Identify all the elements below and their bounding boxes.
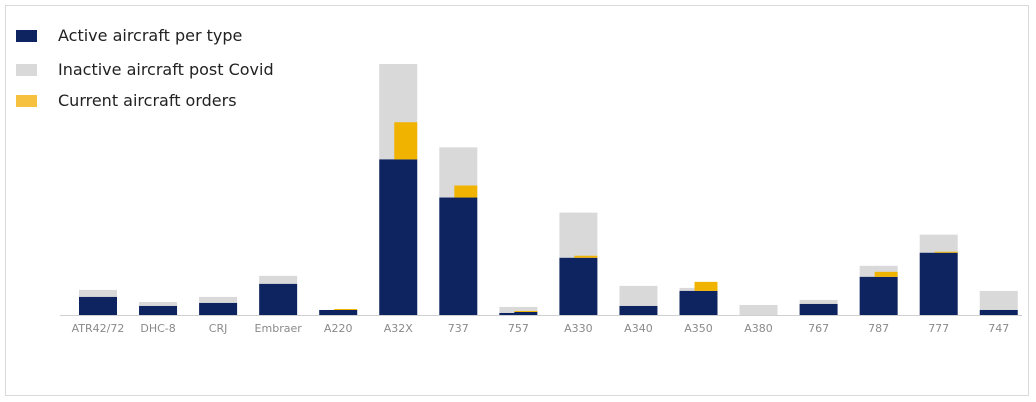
tick-label-a350: A350 (684, 322, 713, 335)
bar-orders-a350 (694, 281, 718, 291)
tick-label-crj: CRJ (209, 322, 228, 335)
bar-inactive-right-embraer (274, 275, 298, 284)
bar-active-right-787 (874, 276, 898, 315)
bar-inactive-right-787 (874, 265, 898, 277)
tick-label-a220: A220 (324, 322, 353, 335)
tick-label-dhc-8: DHC-8 (140, 322, 175, 335)
bar-inactive-right-737 (454, 147, 478, 198)
bar-active-right-dhc-8 (154, 305, 178, 315)
bar-active-a340 (619, 305, 635, 315)
bar-inactive-a380 (739, 304, 756, 315)
bar-active-right-767 (814, 303, 838, 315)
bar-active-atr42-72 (79, 296, 95, 315)
bar-inactive-right-crj (214, 296, 238, 303)
legend-label-active: Active aircraft per type (58, 26, 243, 45)
tick-label-747: 747 (988, 322, 1009, 335)
bar-inactive-787 (859, 265, 876, 277)
bar-active-737 (439, 197, 455, 315)
bar-active-right-embraer (274, 283, 298, 315)
bar-inactive-right-767 (814, 299, 838, 304)
bar-inactive-right-747 (994, 290, 1018, 310)
bar-inactive-767 (799, 299, 816, 304)
bar-active-767 (799, 303, 816, 315)
tick-label-777: 777 (928, 322, 949, 335)
bar-active-757 (499, 312, 515, 315)
bar-active-dhc-8 (139, 305, 155, 315)
bar-active-right-atr42-72 (94, 296, 117, 315)
legend-swatch-orders (16, 95, 37, 107)
bar-inactive-747 (979, 290, 996, 310)
bar-inactive-right-a330 (574, 212, 598, 258)
bar-inactive-right-a340 (634, 285, 658, 306)
bar-orders-737 (454, 185, 478, 198)
bar-active-right-737 (454, 197, 478, 315)
bar-inactive-757 (499, 306, 515, 313)
bar-active-right-a340 (634, 305, 658, 315)
bar-active-right-a350 (694, 290, 718, 315)
bar-inactive-dhc-8 (139, 301, 155, 306)
bar-active-a32x (379, 159, 395, 315)
bar-inactive-embraer (259, 275, 275, 284)
bar-inactive-right-757 (514, 306, 538, 313)
bar-active-right-747 (994, 309, 1018, 315)
tick-label-767: 767 (808, 322, 829, 335)
tick-label-757: 757 (508, 322, 529, 335)
bar-inactive-right-777 (934, 234, 958, 253)
bar-orders-777 (934, 251, 958, 253)
bar-active-right-777 (934, 252, 958, 315)
tick-label-a340: A340 (624, 322, 653, 335)
legend-label-inactive: Inactive aircraft post Covid (58, 60, 274, 79)
tick-label-atr42-72: ATR42/72 (72, 322, 125, 335)
bar-active-right-crj (214, 302, 238, 315)
bar-active-right-a32x (394, 159, 418, 315)
bar-inactive-right-dhc-8 (154, 301, 178, 306)
bar-active-embraer (259, 283, 275, 315)
bar-orders-a32x (394, 122, 418, 160)
bar-inactive-a340 (619, 285, 635, 306)
bar-orders-a330 (574, 255, 598, 258)
tick-label-787: 787 (868, 322, 889, 335)
bar-inactive-crj (199, 296, 215, 303)
bar-inactive-777 (919, 234, 936, 253)
bar-orders-757 (514, 310, 538, 312)
legend-label-orders: Current aircraft orders (58, 91, 237, 110)
bar-inactive-737 (439, 147, 455, 198)
bar-orders-787 (874, 271, 898, 277)
tick-label-a330: A330 (564, 322, 593, 335)
bar-active-a330 (559, 257, 575, 315)
bar-inactive-a32x (379, 64, 395, 160)
chart-frame (5, 5, 1029, 396)
bar-active-a350 (679, 290, 695, 315)
bar-active-787 (859, 276, 876, 315)
tick-label-embraer: Embraer (255, 322, 303, 335)
bar-active-right-a330 (574, 257, 598, 315)
bar-active-crj (199, 302, 215, 315)
bar-active-777 (919, 252, 936, 315)
bar-active-right-a220 (334, 309, 358, 315)
bar-orders-a220 (334, 308, 358, 310)
bar-active-a220 (319, 309, 335, 315)
bar-inactive-right-a380 (754, 304, 778, 315)
legend-swatch-active (16, 30, 37, 42)
bar-inactive-atr42-72 (79, 289, 95, 297)
tick-label-a380: A380 (744, 322, 773, 335)
bar-active-747 (979, 309, 996, 315)
bar-inactive-right-atr42-72 (94, 289, 117, 297)
bar-active-right-757 (514, 311, 538, 315)
tick-label-a32x: A32X (384, 322, 414, 335)
legend-swatch-inactive (16, 64, 37, 76)
tick-label-737: 737 (448, 322, 469, 335)
bar-inactive-a350 (679, 287, 695, 291)
bar-inactive-a330 (559, 212, 575, 258)
